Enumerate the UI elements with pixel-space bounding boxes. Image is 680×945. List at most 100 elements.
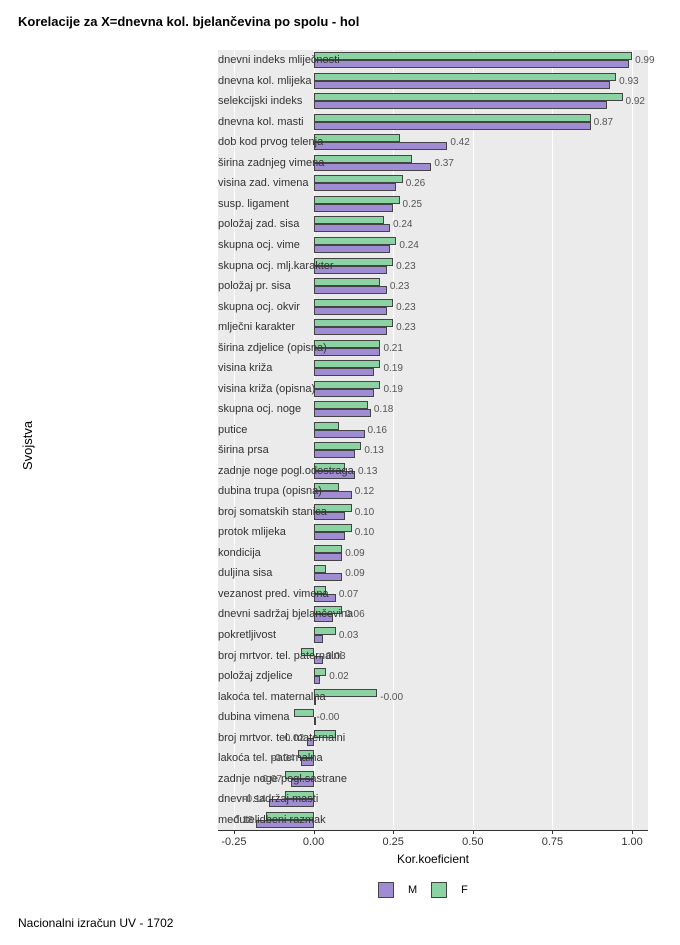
bar-f [314, 627, 336, 635]
bar-m [314, 60, 629, 68]
bar-m [314, 307, 387, 315]
value-label: 0.16 [368, 426, 387, 436]
row-label: širina zadnjeg vimena [218, 158, 224, 169]
bar-f [314, 565, 327, 573]
row-label: lakoća tel. maternalna [218, 692, 224, 703]
legend: MF [378, 882, 468, 898]
value-label: 0.18 [374, 405, 393, 415]
footer-text: Nacionalni izračun UV - 1702 [18, 916, 173, 930]
value-label: 0.07 [339, 590, 358, 600]
legend-label: F [461, 884, 468, 896]
row-label: skupna ocj. vime [218, 240, 224, 251]
bar-m [314, 553, 343, 561]
row-label: dnevna kol. mlijeka [218, 76, 224, 87]
x-tick-label: 1.00 [621, 836, 642, 848]
value-label: 0.99 [635, 56, 654, 66]
bar-m [314, 224, 390, 232]
bar-m [314, 635, 324, 643]
value-label: -0.14 [243, 795, 266, 805]
bar-f [314, 93, 623, 101]
bar-m [314, 368, 375, 376]
bar-f [314, 360, 381, 368]
value-label: -0.07 [259, 775, 282, 785]
value-label: -0.00 [380, 693, 403, 703]
legend-label: M [408, 884, 417, 896]
bar-m [314, 204, 394, 212]
row-label: zadnje noge pogl.sastrane [218, 774, 224, 785]
value-label: 0.25 [403, 200, 422, 210]
row-label: putice [218, 425, 224, 436]
value-label: 0.23 [396, 323, 415, 333]
gridline-v [473, 50, 474, 830]
gridline-v [552, 50, 553, 830]
x-tick-label: 0.25 [382, 836, 403, 848]
bar-m [314, 450, 355, 458]
value-label: 0.03 [326, 652, 345, 662]
value-label: 0.21 [383, 344, 402, 354]
row-label: pokretljivost [218, 630, 224, 641]
row-label: duljina sisa [218, 568, 224, 579]
bar-m [314, 101, 607, 109]
value-label: 0.09 [345, 569, 364, 579]
value-label: 0.19 [383, 385, 402, 395]
value-label: 0.10 [355, 528, 374, 538]
row-label: broj mrtvor. tel. paternalni [218, 651, 224, 662]
row-label: lakoća tel. paternalna [218, 753, 224, 764]
value-label: 0.03 [339, 631, 358, 641]
row-label: skupna ocj. noge [218, 404, 224, 415]
bar-f [294, 709, 313, 717]
bar-f [314, 299, 394, 307]
legend-swatch [431, 882, 447, 898]
bar-f [314, 134, 400, 142]
gridline-v [632, 50, 633, 830]
bar-f [314, 216, 384, 224]
bar-m [314, 122, 591, 130]
bar-m [314, 532, 346, 540]
bar-m [314, 676, 320, 684]
row-label: broj mrtvor. tel. maternalni [218, 733, 224, 744]
bar-f [314, 422, 339, 430]
bar-m [314, 286, 387, 294]
value-label: -0.18 [230, 816, 253, 826]
x-tick-label: 0.00 [303, 836, 324, 848]
row-label: međutelidbeni razmak [218, 815, 224, 826]
value-label: 0.93 [619, 77, 638, 87]
value-label: 0.24 [399, 241, 418, 251]
bar-f [314, 114, 591, 122]
bar-f [314, 381, 381, 389]
value-label: -0.00 [317, 713, 340, 723]
row-label: kondicija [218, 548, 224, 559]
row-label: skupna ocj. mlj.karakter [218, 261, 224, 272]
row-label: vezanost pred. vimena [218, 589, 224, 600]
value-label: 0.42 [450, 138, 469, 148]
bar-f [314, 237, 397, 245]
bar-f [314, 401, 368, 409]
row-label: dnevna kol. masti [218, 117, 224, 128]
value-label: 0.13 [364, 446, 383, 456]
value-label: 0.06 [345, 610, 364, 620]
value-label: 0.23 [390, 282, 409, 292]
row-label: dubina trupa (opisna) [218, 486, 224, 497]
value-label: -0.04 [272, 754, 295, 764]
x-tick-label: 0.75 [542, 836, 563, 848]
value-label: 0.12 [355, 487, 374, 497]
row-label: dubina vimena [218, 712, 224, 723]
value-label: 0.26 [406, 179, 425, 189]
row-label: dnevni sadržaj bjelančevina [218, 609, 224, 620]
row-label: širina zdjelice (opisna) [218, 343, 224, 354]
bar-m [314, 183, 397, 191]
value-label: -0.02 [281, 734, 304, 744]
row-label: susp. ligament [218, 199, 224, 210]
value-label: 0.09 [345, 549, 364, 559]
value-label: 0.92 [626, 97, 645, 107]
bar-m [314, 430, 365, 438]
row-label: položaj zdjelice [218, 671, 224, 682]
value-label: 0.37 [434, 159, 453, 169]
value-label: 0.13 [358, 467, 377, 477]
row-label: selekcijski indeks [218, 96, 224, 107]
bar-m [314, 142, 448, 150]
y-axis-label: Svojstva [20, 421, 35, 470]
value-label: 0.23 [396, 262, 415, 272]
row-label: dob kod prvog telenja [218, 137, 224, 148]
x-tick-label: 0.50 [462, 836, 483, 848]
